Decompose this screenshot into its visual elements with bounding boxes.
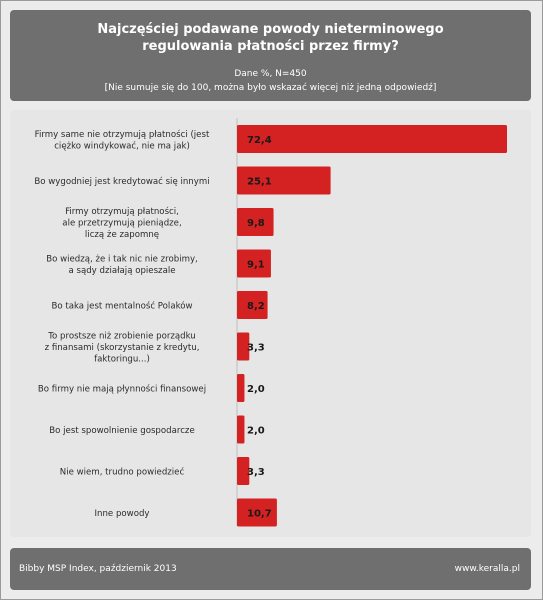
category-label-line: Bo jest spowolnienie gospodarcze bbox=[49, 426, 194, 436]
bar bbox=[237, 374, 245, 402]
category-label-line: ale przetrzymują pieniądze, bbox=[62, 219, 181, 229]
category-label-line: z finansami (skorzystanie z kredytu, bbox=[45, 343, 200, 353]
bar-value-label: 9,1 bbox=[247, 260, 265, 271]
category-label-line: Bo firmy nie mają płynności finansowej bbox=[38, 384, 206, 395]
bar bbox=[237, 457, 250, 485]
category-label-line: Inne powody bbox=[95, 509, 150, 519]
category-label-line: Firmy otrzymują płatności, bbox=[65, 206, 179, 217]
chart-title: Najczęściej podawane powody nieterminowe… bbox=[10, 21, 531, 55]
category-label: Bo firmy nie mają płynności finansowej bbox=[38, 384, 206, 395]
category-label: Nie wiem, trudno powiedzieć bbox=[60, 467, 185, 478]
bar bbox=[237, 332, 250, 361]
chart-title-line-2: regulowania płatności przez firmy? bbox=[142, 39, 399, 54]
category-label: Firmy same nie otrzymują płatności (jest… bbox=[35, 129, 210, 152]
website-link[interactable]: www.keralla.pl bbox=[454, 564, 520, 574]
chart-subtitle-line-2: [Nie sumuje się do 100, można było wskaz… bbox=[104, 83, 437, 93]
category-label: Bo taka jest mentalność Polaków bbox=[51, 301, 192, 312]
bar-value-label: 10,7 bbox=[247, 509, 272, 520]
category-label-line: Bo wiedzą, że i tak nic nie zrobimy, bbox=[46, 254, 198, 264]
bar bbox=[237, 208, 274, 236]
bar bbox=[237, 125, 507, 153]
category-label: To prostsze niż zrobienie porządku z fina… bbox=[45, 332, 200, 365]
category-label: Inne powody bbox=[95, 509, 150, 519]
category-label: Bo wygodniej jest kredytować się innymi bbox=[34, 176, 209, 187]
category-label: Bo wiedzą, że i tak nic nie zrobimy, a są… bbox=[46, 254, 198, 276]
category-label-line: Bo wygodniej jest kredytować się innymi bbox=[34, 176, 209, 187]
category-label: Firmy otrzymują płatności, ale przetrzymu… bbox=[62, 206, 181, 240]
category-label-line: Firmy same nie otrzymują płatności (jest bbox=[35, 129, 210, 140]
category-label-line: a sądy działają opieszale bbox=[68, 266, 175, 276]
chart-subtitle-line-1: Dane %, N=450 bbox=[234, 69, 307, 79]
bar bbox=[237, 291, 268, 319]
bar-value-label: 9,8 bbox=[247, 218, 265, 229]
bar-value-label: 2,0 bbox=[247, 426, 265, 437]
bar bbox=[237, 415, 245, 444]
bar bbox=[237, 498, 277, 527]
category-label-line: faktoringu...) bbox=[94, 355, 150, 365]
bar-value-label: 3,3 bbox=[247, 467, 265, 478]
bar-value-label: 72,4 bbox=[247, 135, 272, 146]
chart-footer: Bibby MSP Index, październik 2013 www.ke… bbox=[10, 548, 531, 590]
chart-header: Najczęściej podawane powody nieterminowe… bbox=[10, 10, 531, 101]
category-label: Bo jest spowolnienie gospodarcze bbox=[49, 426, 194, 436]
chart-subtitle: Dane %, N=450 [Nie sumuje się do 100, mo… bbox=[10, 67, 531, 95]
bar bbox=[237, 166, 331, 195]
bar bbox=[237, 249, 271, 278]
bar-value-label: 3,3 bbox=[247, 343, 265, 354]
bar-value-label: 8,2 bbox=[247, 301, 265, 312]
bar-value-label: 25,1 bbox=[247, 177, 272, 188]
category-label-line: liczą że zapomnę bbox=[85, 230, 159, 240]
bar-value-label: 2,0 bbox=[247, 384, 265, 395]
category-label-line: To prostsze niż zrobienie porządku bbox=[47, 332, 196, 342]
category-label-line: Nie wiem, trudno powiedzieć bbox=[60, 467, 185, 478]
chart-title-line-1: Najczęściej podawane powody nieterminowe… bbox=[97, 22, 444, 37]
category-label-line: Bo taka jest mentalność Polaków bbox=[51, 301, 192, 312]
category-label-line: ciężko windykować, nie ma jak) bbox=[54, 140, 190, 151]
source-note: Bibby MSP Index, październik 2013 bbox=[19, 564, 177, 574]
